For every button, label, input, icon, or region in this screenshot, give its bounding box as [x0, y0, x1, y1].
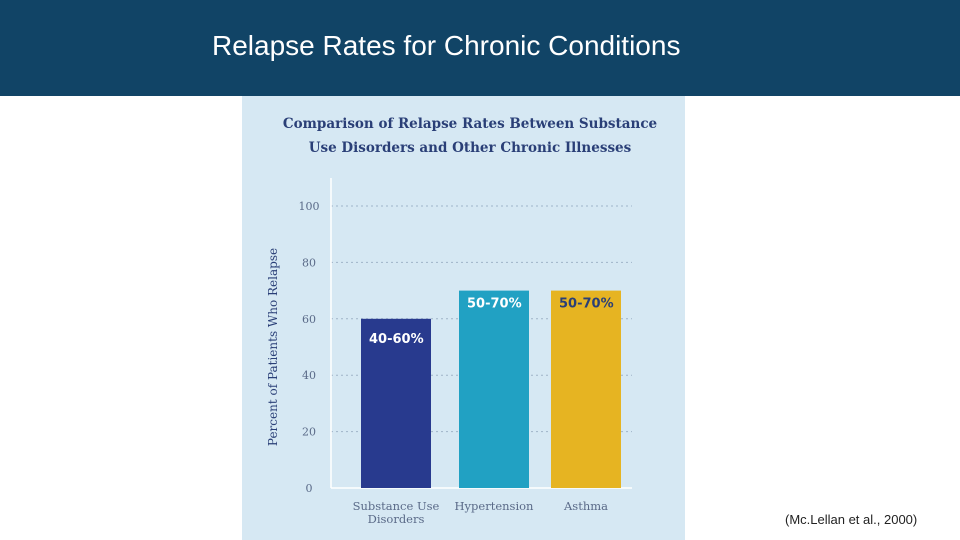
- y-tick-label: 60: [302, 313, 316, 326]
- y-tick-label: 100: [299, 200, 320, 213]
- y-tick-label: 80: [302, 256, 316, 269]
- y-tick-label: 20: [302, 426, 316, 439]
- x-category-label: Asthma: [563, 499, 608, 513]
- x-category-label: Disorders: [368, 512, 425, 526]
- chart-panel: Comparison of Relapse Rates Between Subs…: [242, 96, 685, 540]
- slide-title: Relapse Rates for Chronic Conditions: [212, 30, 681, 61]
- relapse-bar-chart: Comparison of Relapse Rates Between Subs…: [266, 116, 657, 526]
- bar-1: [459, 290, 529, 488]
- slide-header: Relapse Rates for Chronic Conditions: [0, 0, 960, 96]
- citation: (Mc.Lellan et al., 2000): [785, 512, 918, 527]
- y-tick-label: 0: [306, 482, 313, 495]
- x-category-label: Hypertension: [455, 499, 535, 513]
- chart-title-line: Comparison of Relapse Rates Between Subs…: [283, 116, 657, 132]
- bar-value-label: 50-70%: [559, 297, 614, 312]
- bar-2: [551, 290, 621, 488]
- x-category-label: Substance Use: [353, 499, 440, 513]
- bar-value-label: 50-70%: [467, 297, 522, 312]
- bar-value-label: 40-60%: [369, 332, 424, 347]
- chart-title-line: Use Disorders and Other Chronic Illnesse…: [309, 140, 632, 156]
- y-tick-label: 40: [302, 369, 316, 382]
- bar-0: [361, 318, 431, 488]
- y-axis-label: Percent of Patients Who Relapse: [266, 248, 280, 446]
